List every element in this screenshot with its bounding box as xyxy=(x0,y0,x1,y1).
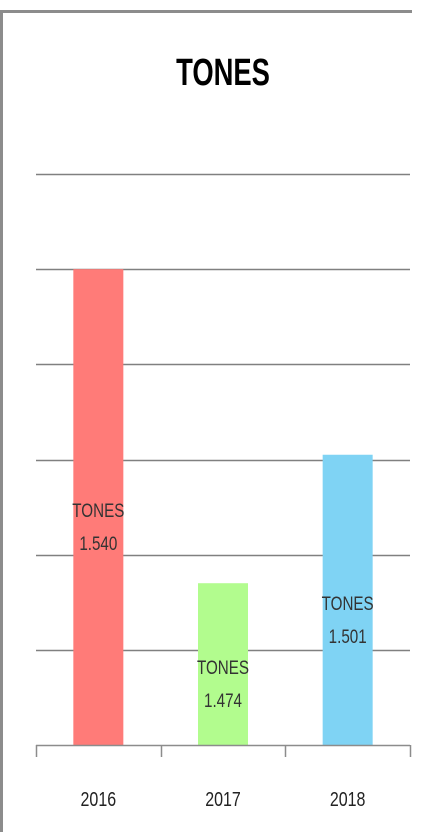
data-label-name: TONES xyxy=(72,499,124,521)
x-tick-label: 2016 xyxy=(81,788,117,810)
data-label-name: TONES xyxy=(322,592,374,614)
frame-left-border xyxy=(0,10,3,832)
chart-title: TONES xyxy=(176,52,270,94)
x-tick-label: 2017 xyxy=(205,788,241,810)
bar-2017 xyxy=(198,583,248,745)
x-tick-label: 2018 xyxy=(330,788,366,810)
frame-top-border xyxy=(0,10,412,13)
data-label-value: 1.501 xyxy=(329,625,367,647)
data-label-value: 1.540 xyxy=(79,532,117,554)
data-label-value: 1.474 xyxy=(204,689,242,711)
bar-2018 xyxy=(322,454,373,745)
bar-2016 xyxy=(73,269,124,745)
data-label-name: TONES xyxy=(197,656,249,678)
